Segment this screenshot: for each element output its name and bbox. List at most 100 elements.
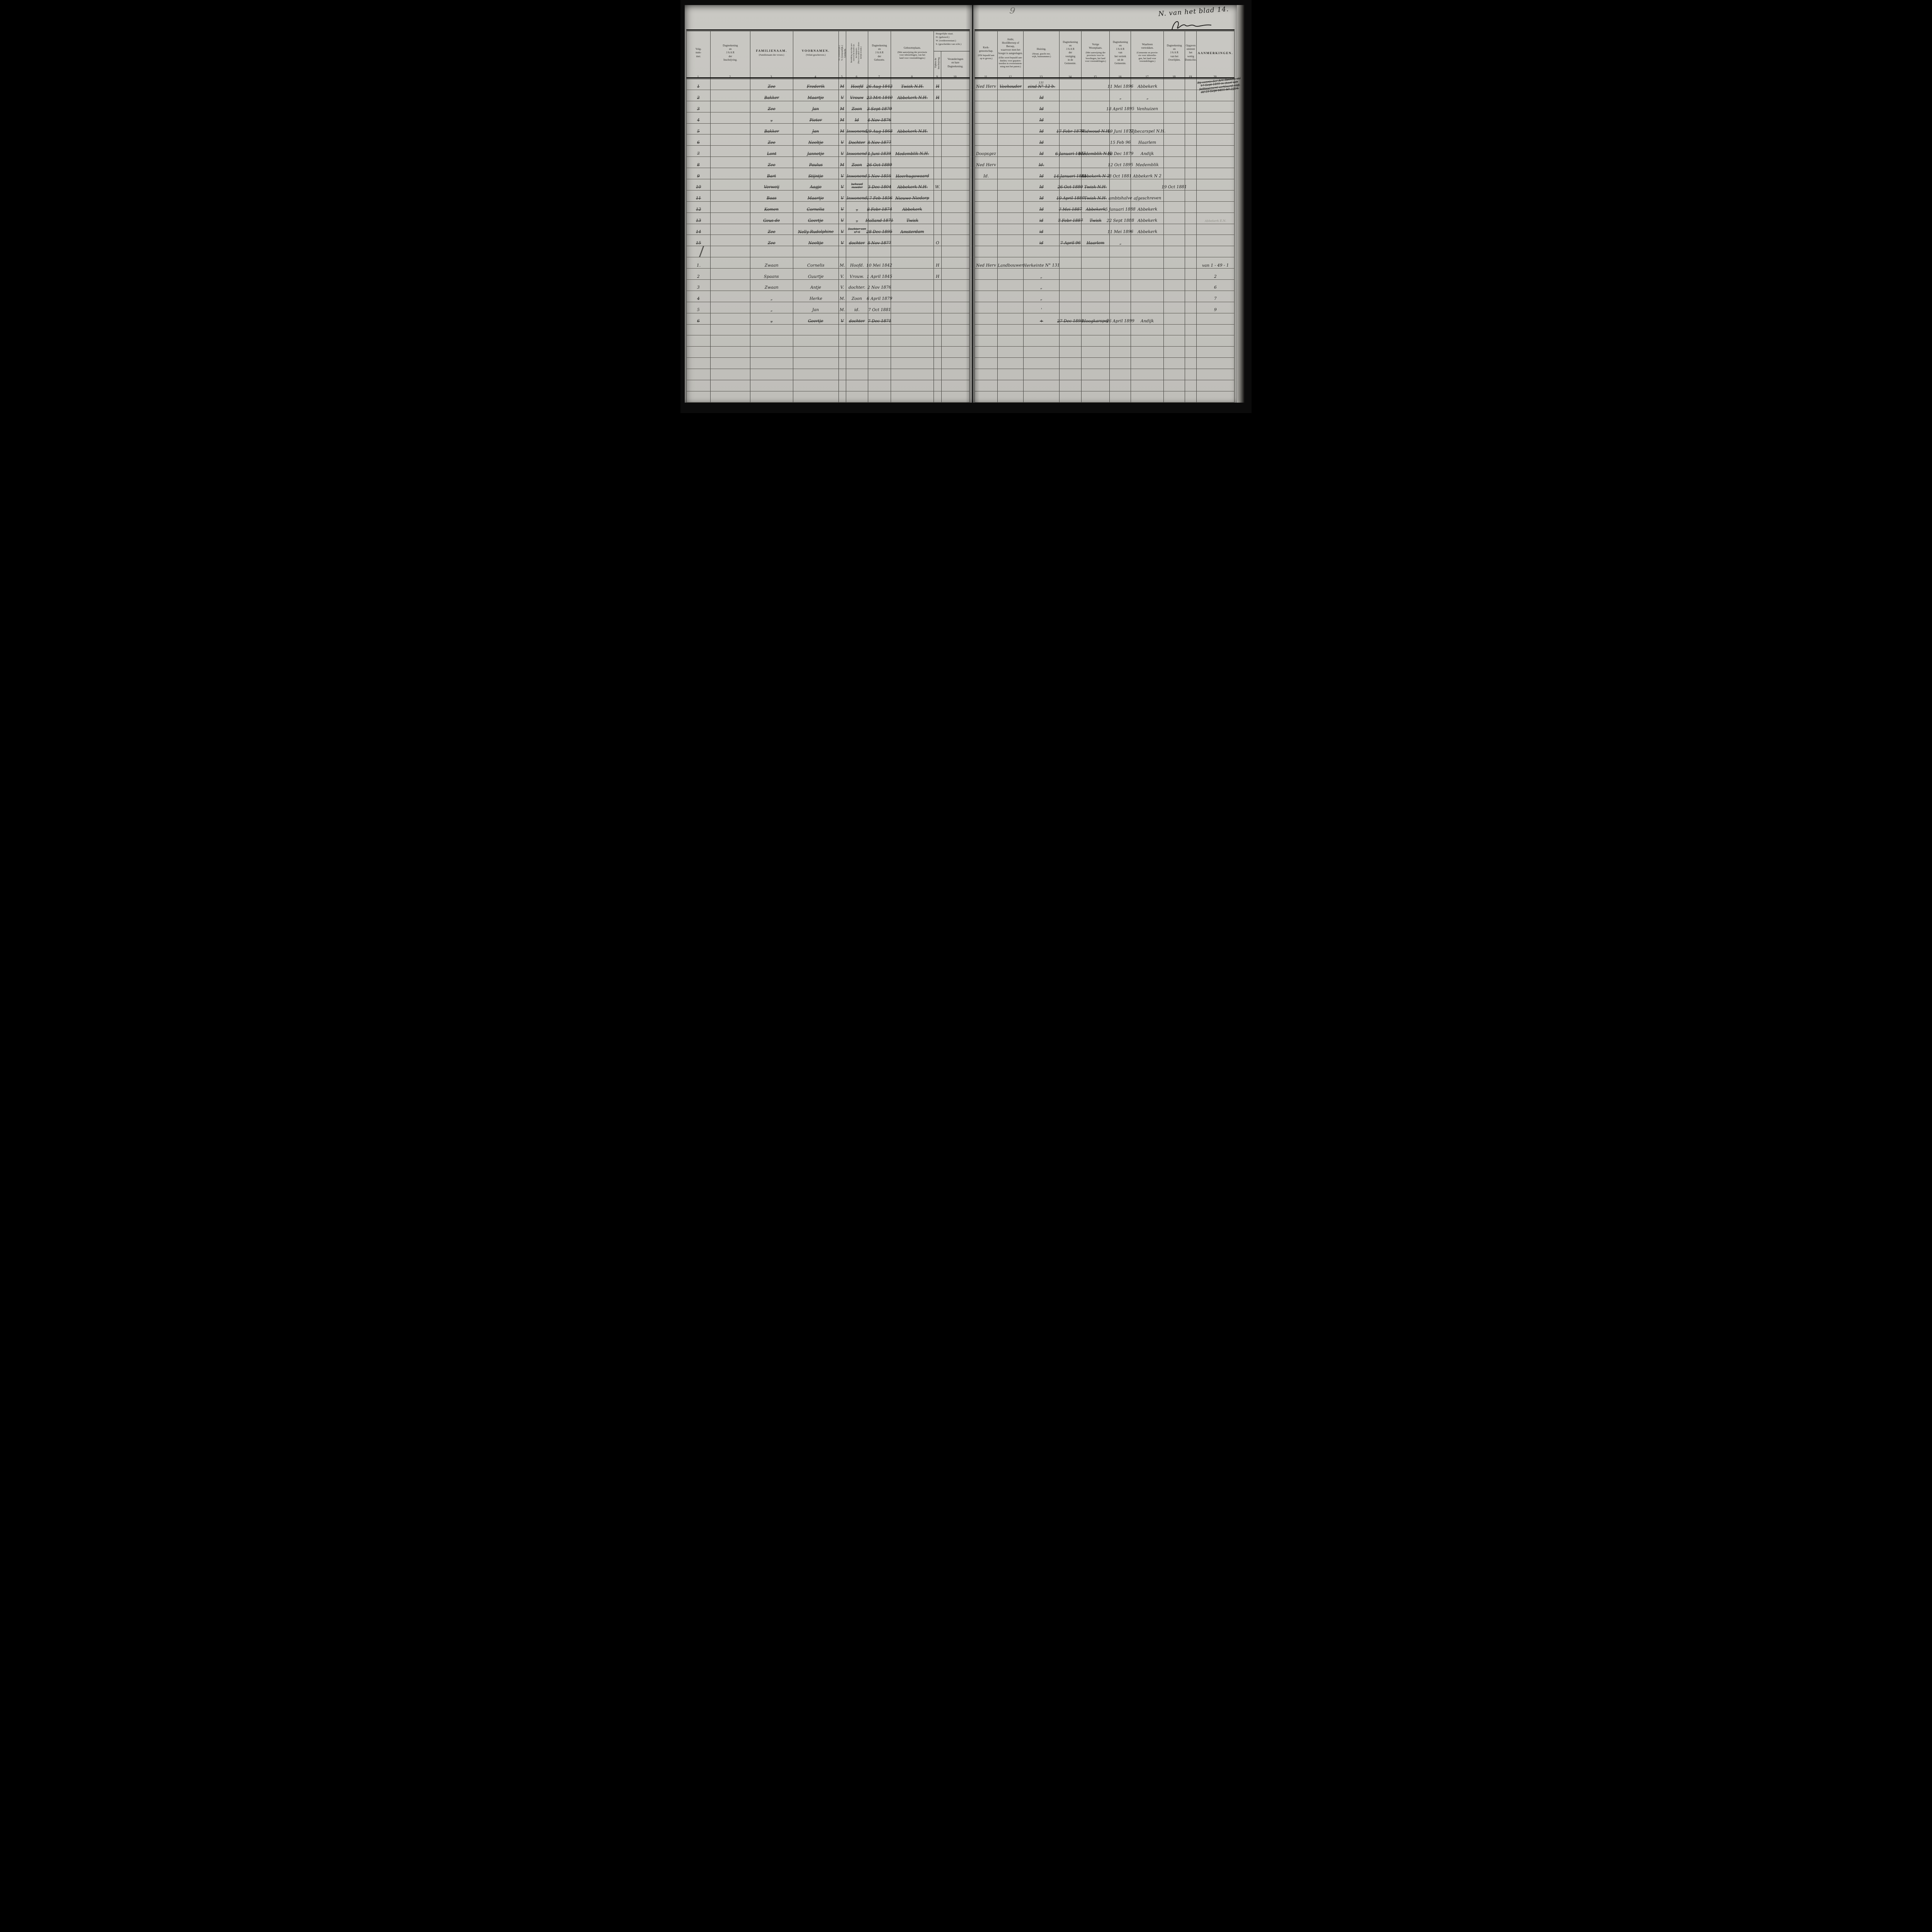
register-cell (1131, 391, 1164, 402)
handwritten-entry: „ (855, 207, 858, 212)
register-cell (1185, 291, 1197, 302)
register-cell: Inwonend (846, 190, 868, 201)
column-header-vorige-woonplaats: Vorige Woonplaats. (Met aanwijzing der p… (1082, 31, 1110, 79)
register-cell: 1. (687, 257, 711, 269)
handwritten-entry: 26 April 1899 (1106, 318, 1134, 324)
register-cell: Herke (793, 291, 839, 302)
register-cell (942, 213, 970, 224)
handwritten-entry: Herkeinte N° 131 (1023, 263, 1060, 268)
register-cell: Jan (793, 101, 839, 112)
handwritten-entry: 8 Febr 1874 (867, 207, 892, 212)
register-cell (846, 380, 868, 391)
handwritten-entry: „ (770, 118, 773, 123)
register-cell (839, 358, 846, 369)
column-header-waarheen: Waarheen vertrokken. (Gemeente en provin… (1131, 31, 1164, 79)
handwritten-entry: ambtshalve (1108, 196, 1133, 201)
register-cell (1164, 335, 1185, 347)
register-cell: 5 (687, 123, 711, 134)
table-row (975, 391, 1235, 403)
handwritten-entry: Jan (812, 107, 819, 112)
register-cell: Twisk N.H. (891, 79, 934, 90)
register-cell: M. (839, 291, 846, 302)
register-cell: V (839, 313, 846, 324)
register-cell (934, 380, 942, 391)
register-cell (1024, 358, 1060, 369)
handwritten-entry: Cornelia (807, 207, 825, 212)
handwritten-entry: Medemblik (1136, 162, 1159, 167)
register-cell (793, 369, 839, 380)
register-cell (1197, 224, 1235, 235)
table-row: „ 7 (975, 291, 1235, 302)
handwritten-entry: 26 Oct 1880 (867, 162, 892, 167)
column-header-veranderingen: Veranderingen en hare Dagteekening. 10. (941, 51, 969, 79)
register-cell (711, 134, 750, 146)
table-row: 13 Geus de Geertje V „ Holland 1871 Twisk (687, 213, 970, 224)
register-cell: Id (846, 112, 868, 123)
register-cell: Vrouw. (846, 269, 868, 280)
register-cell: V. (839, 269, 846, 280)
table-row: 3 Zwaan Antje V. dochter. 2 Nov 1876 (687, 280, 970, 291)
register-cell (1024, 246, 1060, 257)
column-number: 17. (1145, 75, 1150, 78)
register-cell (934, 157, 942, 168)
register-cell (1185, 324, 1197, 335)
handwritten-entry: 5 (697, 308, 700, 313)
register-cell (1131, 324, 1164, 335)
handwritten-entry: Guurtje (808, 274, 824, 279)
register-cell (1024, 369, 1060, 380)
register-cell: Ned Herv (975, 79, 998, 90)
header-top-rule (686, 29, 970, 31)
handwritten-entry: Neeltje (808, 140, 823, 145)
handwritten-entry: Zwaan (764, 285, 779, 290)
register-cell (846, 335, 868, 347)
register-cell (934, 101, 942, 112)
column-title: Dagteekening en J A A R der Inschrijving… (723, 44, 738, 61)
register-cell (1185, 280, 1197, 291)
handwritten-entry: 5 Nov 1859 (867, 173, 891, 179)
register-cell: 131 eind N° 12 b. (1024, 79, 1060, 90)
handwritten-entry: 1 April 1845 (866, 274, 893, 279)
register-cell (1082, 224, 1110, 235)
handwritten-entry: V (840, 95, 844, 100)
table-row: 5 Bakker Jan M Inwonend 29 Aug 1868 Abbekerk N… (687, 123, 970, 135)
column-header-vertrek: Dagteekening en J A A R van het vertrek … (1110, 31, 1131, 79)
register-cell (891, 157, 934, 168)
handwritten-entry: M. (839, 263, 845, 268)
handwritten-entry: Id (1039, 95, 1044, 100)
register-cell: Id (1024, 134, 1060, 146)
handwritten-entry: „ (1119, 240, 1122, 245)
handwritten-entry: Haarlem (1087, 240, 1105, 246)
column-title: Dagteekening en J A A R van het Overlijd… (1167, 44, 1182, 61)
handwritten-entry: „ (1146, 95, 1149, 100)
handwritten-entry: 11 (696, 196, 701, 201)
register-cell: Aagje (793, 179, 839, 190)
register-cell: Bakker (750, 90, 793, 101)
handwritten-entry: 12 Dec 1879 (1107, 151, 1134, 156)
register-cell: Geus de (750, 213, 793, 224)
register-cell (711, 201, 750, 213)
register-cell (998, 302, 1024, 313)
handwritten-entry: Id (1039, 129, 1044, 134)
handwritten-entry: Id (1039, 140, 1044, 145)
register-cell (711, 123, 750, 134)
register-cell: Zee (750, 79, 793, 90)
handwritten-entry: Bakker (764, 129, 779, 134)
handwritten-entry: Id (1039, 107, 1044, 112)
handwritten-entry: V (840, 140, 844, 145)
handwritten-entry: 2 (697, 95, 700, 100)
register-cell (846, 324, 868, 335)
table-row (687, 335, 970, 347)
register-cell (891, 134, 934, 146)
column-number: 12. (1009, 75, 1013, 78)
right-page: Kerk- genootschap. (Elk bepaald aan op t… (973, 5, 1241, 403)
register-cell (942, 168, 970, 179)
register-cell (868, 347, 891, 358)
register-cell: V (839, 168, 846, 179)
handwritten-entry: H (935, 84, 939, 89)
register-cell (998, 324, 1024, 335)
handwritten-entry: 27 Dec 1898 (1057, 318, 1083, 324)
register-cell: „ (1110, 90, 1131, 101)
column-header-vestiging: Dagteekening en J A A R der vestiging in… (1060, 31, 1082, 79)
table-row: ' 9 (975, 302, 1235, 313)
register-cell (934, 280, 942, 291)
